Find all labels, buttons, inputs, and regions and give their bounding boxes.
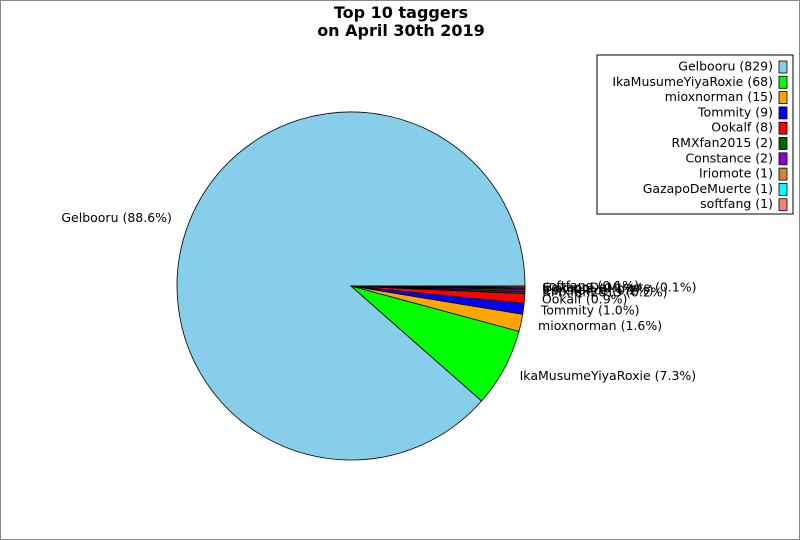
chart-title: Top 10 taggers on April 30th 2019 [317, 3, 485, 40]
legend-label: IkaMusumeYiyaRoxie (68) [612, 74, 773, 89]
legend-swatch [778, 91, 788, 104]
legend-label: Tommity (9) [697, 104, 773, 119]
legend-swatch [778, 137, 788, 150]
slice-label: RMXfan2015 (0.2%) [542, 285, 667, 300]
legend-swatch [778, 60, 788, 74]
legend-swatch [778, 182, 788, 196]
legend-swatch [778, 167, 788, 181]
legend-label: RMXfan2015 (2) [671, 135, 773, 150]
legend-label: mioxnorman (15) [665, 89, 773, 104]
legend-label: GazapoDeMuerte (1) [643, 181, 773, 196]
slice-label: Iriomote (0.1%) [542, 281, 640, 296]
slice-label: Gelbooru (88.6%) [61, 210, 172, 225]
legend-swatch [778, 106, 788, 120]
legend-box [596, 54, 794, 215]
slice-label: mioxnorman (1.6%) [538, 318, 662, 333]
legend-label: Ookalf (8) [711, 120, 773, 135]
legend-label: Constance (2) [685, 150, 773, 165]
slice-label: softfang (0.1%) [542, 278, 639, 293]
pie-slice [350, 285, 526, 288]
legend-label: Iriomote (1) [699, 166, 773, 181]
slice-label: Ookalf (0.9%) [542, 291, 628, 306]
slice-label: Tommity (1.0%) [540, 303, 640, 318]
slice-label: Constance (0.2%) [542, 282, 653, 297]
legend-swatch [778, 121, 788, 135]
legend-label: Gelbooru (829) [678, 59, 773, 74]
slice-label: IkaMusumeYiyaRoxie (7.3%) [520, 368, 697, 383]
legend-swatch [778, 75, 788, 89]
legend-swatch [778, 198, 788, 212]
legend-label: softfang (1) [700, 196, 773, 211]
slice-label: GazapoDeMuerte (0.1%) [542, 279, 696, 294]
legend-swatch [778, 152, 788, 166]
